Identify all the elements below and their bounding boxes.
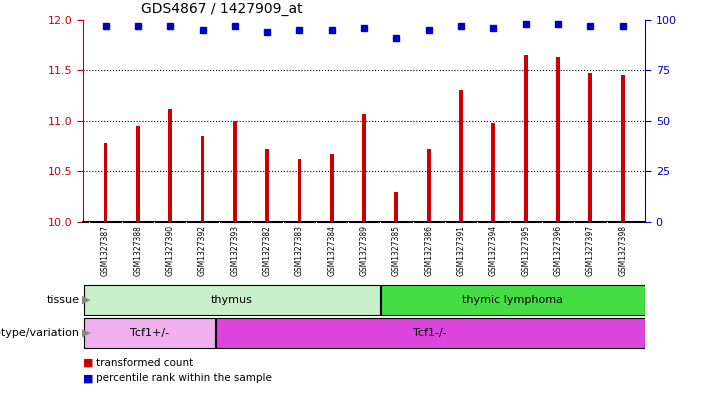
Bar <box>84 318 215 348</box>
Bar <box>523 55 528 222</box>
Bar <box>621 75 624 222</box>
Bar <box>459 90 463 222</box>
Text: GSM1327391: GSM1327391 <box>456 225 466 276</box>
Text: GSM1327384: GSM1327384 <box>327 225 336 276</box>
Bar <box>265 149 269 222</box>
Text: percentile rank within the sample: percentile rank within the sample <box>96 373 272 383</box>
Text: GSM1327396: GSM1327396 <box>554 225 562 276</box>
Text: GDS4867 / 1427909_at: GDS4867 / 1427909_at <box>141 2 302 16</box>
Bar <box>216 318 645 348</box>
Text: Tcf1+/-: Tcf1+/- <box>130 328 169 338</box>
Bar <box>329 154 334 222</box>
Text: GSM1327388: GSM1327388 <box>133 225 142 276</box>
Text: ■: ■ <box>83 373 94 383</box>
Text: GSM1327398: GSM1327398 <box>618 225 627 276</box>
Text: Tcf1-/-: Tcf1-/- <box>413 328 447 338</box>
Bar <box>200 136 205 222</box>
Text: GSM1327382: GSM1327382 <box>262 225 272 276</box>
Text: GSM1327383: GSM1327383 <box>295 225 304 276</box>
Text: GSM1327395: GSM1327395 <box>521 225 530 276</box>
Bar <box>104 143 107 222</box>
Bar <box>84 285 380 315</box>
Text: thymus: thymus <box>211 295 253 305</box>
Bar <box>556 57 560 222</box>
Bar <box>362 114 366 222</box>
Text: GSM1327385: GSM1327385 <box>392 225 401 276</box>
Bar <box>492 123 495 222</box>
Bar <box>588 73 592 222</box>
Bar <box>394 192 399 222</box>
Text: ■: ■ <box>83 358 94 368</box>
Bar <box>136 126 140 222</box>
Text: GSM1327393: GSM1327393 <box>230 225 239 276</box>
Text: GSM1327386: GSM1327386 <box>424 225 433 276</box>
Text: GSM1327397: GSM1327397 <box>586 225 595 276</box>
Text: GSM1327390: GSM1327390 <box>166 225 174 276</box>
Text: ▶: ▶ <box>82 328 91 338</box>
Text: GSM1327394: GSM1327394 <box>489 225 498 276</box>
Text: ▶: ▶ <box>82 295 91 305</box>
Text: genotype/variation: genotype/variation <box>0 328 79 338</box>
Text: transformed count: transformed count <box>96 358 193 368</box>
Bar <box>381 285 645 315</box>
Text: GSM1327389: GSM1327389 <box>360 225 368 276</box>
Bar <box>233 121 236 222</box>
Text: GSM1327387: GSM1327387 <box>101 225 110 276</box>
Bar <box>298 159 301 222</box>
Text: GSM1327392: GSM1327392 <box>198 225 207 276</box>
Bar <box>427 149 430 222</box>
Text: tissue: tissue <box>46 295 79 305</box>
Bar <box>168 109 172 222</box>
Text: thymic lymphoma: thymic lymphoma <box>462 295 564 305</box>
